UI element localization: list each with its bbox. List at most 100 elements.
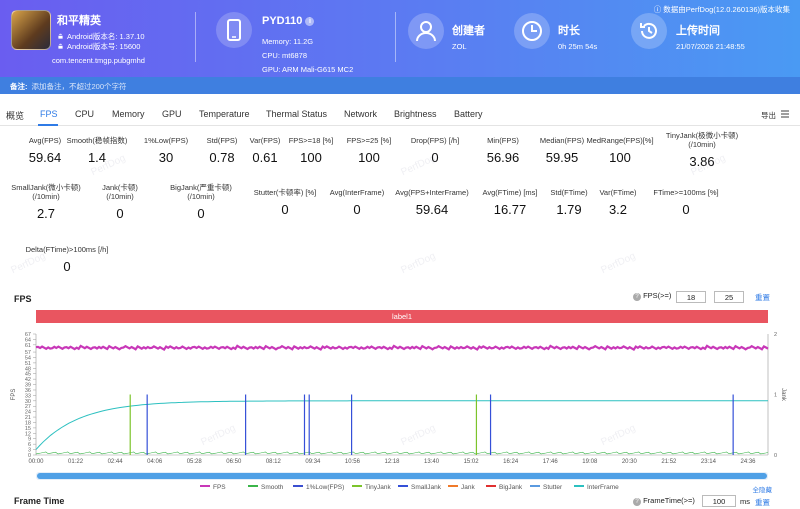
metric-avg-ftime-ms: Avg(FTime) [ms] 16.77 xyxy=(460,188,560,217)
metric-std-fps: Std(FPS) 0.78 xyxy=(172,136,272,165)
legend-item-smooth[interactable]: Smooth xyxy=(248,484,283,491)
help-icon[interactable]: ? xyxy=(633,498,641,506)
metric-value: 0 xyxy=(63,259,71,274)
legend-label: Smooth xyxy=(261,484,284,491)
fps-threshold-low-input[interactable]: 18 xyxy=(676,291,706,303)
tab-network[interactable]: Network xyxy=(344,109,378,119)
metric-value: 0.78 xyxy=(209,150,235,165)
frametime-reset-button[interactable]: 重置 xyxy=(755,498,770,507)
legend-label: Jank xyxy=(461,484,475,491)
metric-label: Var(FTime) xyxy=(599,188,637,197)
scroll-thumb[interactable] xyxy=(37,473,767,479)
metric-value: 0 xyxy=(353,202,361,217)
metric-label: Avg(FPS) xyxy=(28,136,62,145)
legend-item-stutter[interactable]: Stutter xyxy=(530,484,562,491)
legend-label: 1%Low(FPS) xyxy=(306,484,345,491)
info-icon[interactable]: i xyxy=(305,17,315,26)
fps-reset-button[interactable]: 重置 xyxy=(755,293,770,302)
legend-item-bigjank[interactable]: BigJank xyxy=(486,484,522,491)
metric-bigjank: BigJank(严重卡顿) (/10min) 0 xyxy=(151,183,251,221)
metric-label: FPS>=18 [%] xyxy=(288,136,334,145)
upload-title: 上传时间 xyxy=(676,25,720,37)
x-tick-label: 05:28 xyxy=(187,459,203,465)
metric-median-fps: Median(FPS) 59.95 xyxy=(512,136,612,165)
export-button[interactable]: 导出 xyxy=(761,111,776,120)
metric-drop-fps-h: Drop(FPS) [/h] 0 xyxy=(385,136,485,165)
tab-thermal-status[interactable]: Thermal Status xyxy=(266,109,328,119)
y-tick-label: 12 xyxy=(25,431,31,437)
y-tick-label: 54 xyxy=(25,355,31,361)
y-tick-label: 57 xyxy=(25,350,31,356)
y-tick-label: 18 xyxy=(25,420,31,426)
legend-item-smalljank[interactable]: SmallJank xyxy=(398,484,441,491)
legend-label: BigJank xyxy=(499,484,523,491)
metric-value: 59.95 xyxy=(545,150,579,165)
metric-value: 0 xyxy=(431,150,439,165)
y-tick-label: 61 xyxy=(25,343,31,349)
y-tick-label: 51 xyxy=(25,361,31,367)
legend-item-interframe[interactable]: InterFrame xyxy=(574,484,619,491)
fps-threshold-high-input[interactable]: 25 xyxy=(714,291,744,303)
legend-swatch xyxy=(248,485,258,487)
metric-label: Median(FPS) xyxy=(539,136,585,145)
time-scrollbar[interactable] xyxy=(36,472,768,480)
tab-overview[interactable]: 概览 xyxy=(6,111,25,121)
metric-std-ftime: Std(FTime) 1.79 xyxy=(519,188,619,217)
tab-gpu[interactable]: GPU xyxy=(162,109,182,119)
legend-item-fps[interactable]: FPS xyxy=(200,484,226,491)
metric-fps-18: FPS>=18 [%] 100 xyxy=(261,136,361,165)
tab-temperature[interactable]: Temperature xyxy=(199,109,250,119)
help-icon[interactable]: ? xyxy=(633,293,641,301)
metric-label: Delta(FTime)>100ms [/h] xyxy=(25,245,109,254)
legend-item-tinyjank[interactable]: TinyJank xyxy=(352,484,391,491)
notes-input[interactable]: 添加备注，不超过200个字符 xyxy=(31,82,127,91)
metric-delta-ftime-100ms-h: Delta(FTime)>100ms [/h] 0 xyxy=(17,245,117,274)
metric-value: 1.79 xyxy=(556,202,582,217)
metric-sublabel: (/10min) xyxy=(106,192,134,201)
frametime-unit: ms xyxy=(740,497,750,506)
metric-value: 0 xyxy=(682,202,690,217)
x-tick-label: 15:02 xyxy=(464,459,480,465)
metric-value: 56.96 xyxy=(486,150,520,165)
metric-label: Avg(FTime) [ms] xyxy=(482,188,538,197)
y-tick-label: 42 xyxy=(25,377,31,383)
legend-item-1-low-fps[interactable]: 1%Low(FPS) xyxy=(293,484,344,491)
metric-min-fps: Min(FPS) 56.96 xyxy=(453,136,553,165)
metric-value: 30 xyxy=(158,150,174,165)
menu-icon[interactable] xyxy=(780,109,790,119)
metric-avg-fps-interframe: Avg(FPS+InterFrame) 59.64 xyxy=(382,188,482,217)
frametime-threshold-input[interactable]: 100 xyxy=(702,495,736,507)
label-bar[interactable]: label1 xyxy=(36,310,768,323)
collection-info: ⓘ 数据由PerfDog(12.0.260136)版本收集 xyxy=(653,5,790,14)
tab-cpu[interactable]: CPU xyxy=(75,109,95,119)
metric-label: Smooth(稳帧指数) xyxy=(66,136,128,145)
x-tick-label: 09:34 xyxy=(305,459,321,465)
legend-item-jank[interactable]: Jank xyxy=(448,484,475,491)
legend-swatch xyxy=(293,485,303,487)
tab-memory[interactable]: Memory xyxy=(112,109,145,119)
x-tick-label: 12:18 xyxy=(384,459,400,465)
metric-avg-fps: Avg(FPS) 59.64 xyxy=(0,136,95,165)
metric-smooth: Smooth(稳帧指数) 1.4 xyxy=(47,136,147,165)
device-name: PYD110 i xyxy=(262,15,315,27)
y-tick-label: 64 xyxy=(25,337,31,343)
legend-swatch xyxy=(200,485,210,487)
tab-fps[interactable]: FPS xyxy=(40,109,58,119)
metric-value: 100 xyxy=(609,150,631,165)
notes-bar[interactable]: 备注: 添加备注，不超过200个字符 xyxy=(0,77,800,94)
legend-label: Stutter xyxy=(543,484,563,491)
metric-value: 0 xyxy=(116,206,124,221)
y-tick-label: 67 xyxy=(25,332,31,338)
y-tick-label: 27 xyxy=(25,404,31,410)
fps-chart[interactable]: 0369121518212427303336394245485154576164… xyxy=(0,326,800,472)
metric-label: MedRange(FPS)[%] xyxy=(586,136,654,145)
metric-label: Drop(FPS) [/h] xyxy=(410,136,460,145)
metric-label: Avg(FPS+InterFrame) xyxy=(395,188,469,197)
hide-all-button[interactable]: 全隐藏 xyxy=(752,487,773,494)
tab-brightness[interactable]: Brightness xyxy=(394,109,437,119)
metric-value: 59.64 xyxy=(415,202,449,217)
y2-tick-label: 1 xyxy=(774,393,777,399)
tab-battery[interactable]: Battery xyxy=(454,109,483,119)
device-cpu: CPU: mt6878 xyxy=(262,51,308,60)
y2-axis-label: Jank xyxy=(780,388,786,402)
